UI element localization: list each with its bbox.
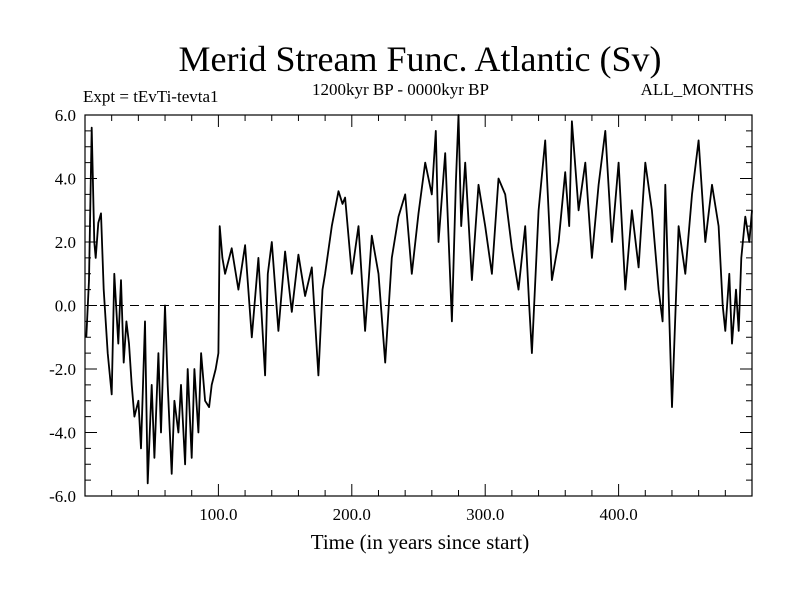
y-tick-label: -6.0: [49, 487, 76, 506]
x-tick-label: 300.0: [466, 505, 504, 524]
plot-frame: [84, 114, 753, 497]
y-tick-label: 2.0: [55, 233, 76, 252]
x-tick-label: 100.0: [199, 505, 237, 524]
x-tick-label: 400.0: [599, 505, 637, 524]
experiment-label: Expt = tEvTi-tevta1: [83, 87, 219, 106]
axis-tick-labels: 100.0 200.0 300.0 400.0 -6.0 -4.0 -2.0 0.0 2.0 4.…: [49, 106, 638, 524]
y-tick-label: 6.0: [55, 106, 76, 125]
months-label: ALL_MONTHS: [640, 80, 754, 99]
y-tick-label: 4.0: [55, 170, 76, 189]
x-axis-label: Time (in years since start): [310, 530, 530, 554]
chart-subtitle: 1200kyr BP - 0000kyr BP: [312, 80, 489, 99]
series-line: [85, 114, 753, 485]
chart-title: Merid Stream Func. Atlantic (Sv): [178, 39, 662, 79]
y-tick-label: -2.0: [49, 360, 76, 379]
x-tick-label: 200.0: [333, 505, 371, 524]
y-tick-label: -4.0: [49, 424, 76, 443]
y-tick-label: 0.0: [55, 297, 76, 316]
